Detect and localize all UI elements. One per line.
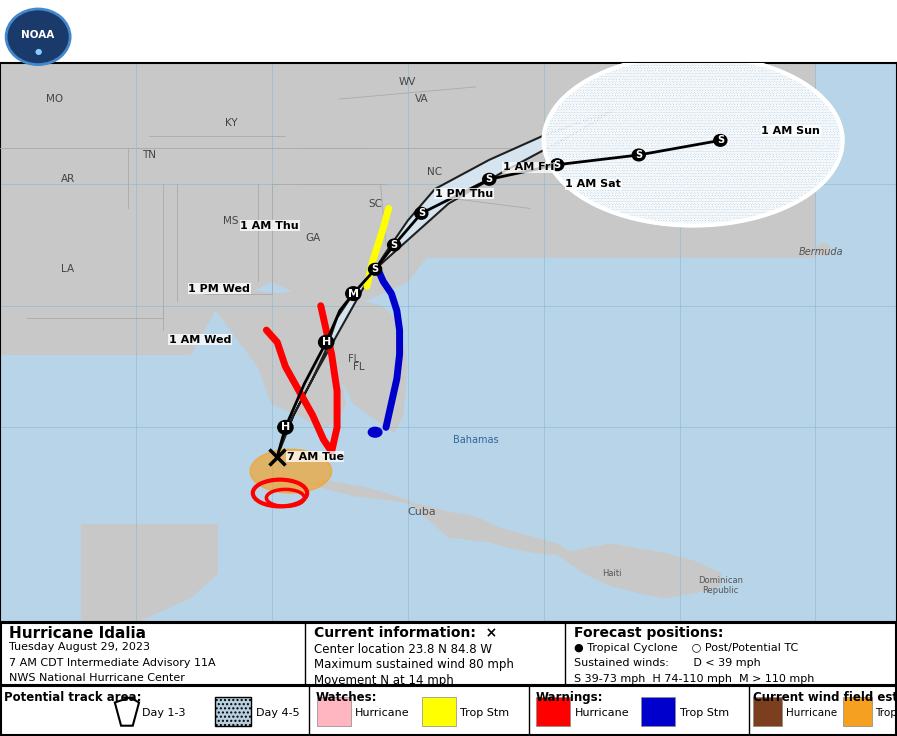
- Text: 7 AM CDT Intermediate Advisory 11A: 7 AM CDT Intermediate Advisory 11A: [9, 658, 215, 668]
- FancyBboxPatch shape: [215, 698, 251, 726]
- Text: ●: ●: [34, 47, 42, 56]
- Text: NWS: NWS: [843, 30, 870, 40]
- FancyBboxPatch shape: [843, 698, 872, 726]
- FancyBboxPatch shape: [641, 698, 675, 726]
- Text: 1 AM Sat: 1 AM Sat: [565, 179, 622, 189]
- Polygon shape: [82, 525, 217, 622]
- FancyBboxPatch shape: [753, 698, 782, 726]
- Text: Cuba: Cuba: [407, 508, 436, 517]
- Text: Sustained winds:       D < 39 mph: Sustained winds: D < 39 mph: [574, 659, 761, 668]
- Polygon shape: [115, 698, 139, 726]
- Text: AR: AR: [61, 174, 75, 184]
- Text: Dominican
Republic: Dominican Republic: [698, 576, 743, 595]
- Circle shape: [551, 159, 563, 171]
- Text: Movement N at 14 mph: Movement N at 14 mph: [314, 673, 454, 687]
- Polygon shape: [544, 55, 842, 225]
- Text: Day 4-5: Day 4-5: [256, 708, 300, 718]
- Text: Bermuda: Bermuda: [798, 247, 843, 258]
- Text: S: S: [390, 240, 397, 250]
- FancyBboxPatch shape: [1, 685, 896, 735]
- Polygon shape: [277, 111, 612, 456]
- Text: NC: NC: [427, 167, 442, 177]
- Text: Hurricane Idalia: Hurricane Idalia: [9, 626, 146, 641]
- Text: Haiti: Haiti: [602, 569, 622, 578]
- Text: S: S: [635, 150, 642, 160]
- Text: S: S: [371, 264, 379, 275]
- Text: FL: FL: [353, 361, 364, 372]
- Text: Center location 23.8 N 84.8 W: Center location 23.8 N 84.8 W: [314, 643, 492, 656]
- Text: S 39-73 mph  H 74-110 mph  M > 110 mph: S 39-73 mph H 74-110 mph M > 110 mph: [574, 673, 814, 684]
- Polygon shape: [204, 294, 345, 428]
- FancyBboxPatch shape: [536, 698, 570, 726]
- Text: NOAA: NOAA: [22, 30, 55, 40]
- Text: H: H: [321, 337, 331, 347]
- Text: 1 PM Wed: 1 PM Wed: [188, 284, 250, 294]
- Circle shape: [6, 9, 70, 65]
- Circle shape: [632, 149, 645, 160]
- FancyBboxPatch shape: [422, 698, 456, 726]
- Text: Current wind field estimate:: Current wind field estimate:: [753, 690, 897, 704]
- Circle shape: [483, 174, 496, 185]
- Text: Hurricane: Hurricane: [786, 708, 837, 718]
- Text: 1 AM Wed: 1 AM Wed: [169, 335, 231, 344]
- Circle shape: [345, 287, 361, 300]
- Circle shape: [318, 336, 334, 349]
- Text: WV: WV: [399, 77, 416, 87]
- Text: Maximum sustained wind 80 mph: Maximum sustained wind 80 mph: [314, 659, 514, 671]
- Text: Day 1-3: Day 1-3: [142, 708, 185, 718]
- Text: Hurricane: Hurricane: [575, 708, 630, 718]
- Text: KY: KY: [225, 118, 238, 128]
- Text: 1 AM Fri: 1 AM Fri: [503, 162, 554, 172]
- Text: 1 AM Thu: 1 AM Thu: [240, 221, 299, 230]
- Text: H: H: [281, 422, 290, 432]
- Text: M: M: [348, 289, 359, 299]
- Text: 7 AM Tue: 7 AM Tue: [287, 452, 344, 461]
- Text: S: S: [418, 208, 425, 219]
- Circle shape: [278, 420, 293, 434]
- Text: LA: LA: [61, 264, 74, 275]
- Text: 1 PM Thu: 1 PM Thu: [435, 189, 493, 199]
- Polygon shape: [0, 63, 815, 355]
- Text: Potential track area:: Potential track area:: [4, 690, 142, 704]
- Text: MS: MS: [223, 216, 239, 226]
- FancyBboxPatch shape: [1, 623, 896, 684]
- Text: Bahamas: Bahamas: [453, 434, 499, 445]
- Circle shape: [369, 263, 381, 275]
- Text: Note: The cone contains the probable path of the storm center but does not show
: Note: The cone contains the probable pat…: [139, 21, 753, 50]
- Text: Trop Stm: Trop Stm: [680, 708, 729, 718]
- Text: GA: GA: [305, 233, 320, 243]
- Text: NWS National Hurricane Center: NWS National Hurricane Center: [9, 673, 185, 683]
- Circle shape: [714, 135, 727, 146]
- Text: VA: VA: [414, 94, 428, 104]
- Text: Forecast positions:: Forecast positions:: [574, 626, 724, 640]
- Text: Watches:: Watches:: [316, 690, 378, 704]
- Text: TN: TN: [143, 150, 156, 160]
- Circle shape: [817, 244, 831, 256]
- Circle shape: [414, 208, 428, 219]
- Text: ● Tropical Cyclone    ○ Post/Potential TC: ● Tropical Cyclone ○ Post/Potential TC: [574, 643, 798, 653]
- Polygon shape: [204, 286, 406, 432]
- Text: SC: SC: [368, 199, 382, 208]
- Text: Current information:  ×: Current information: ×: [314, 626, 497, 640]
- Ellipse shape: [250, 449, 332, 493]
- Text: 1 AM Sun: 1 AM Sun: [761, 126, 820, 135]
- Text: MO: MO: [46, 94, 63, 104]
- Polygon shape: [272, 481, 570, 553]
- Ellipse shape: [369, 428, 382, 437]
- Polygon shape: [557, 544, 720, 598]
- Text: S: S: [553, 160, 561, 170]
- Text: FL: FL: [348, 354, 359, 364]
- Text: Warnings:: Warnings:: [536, 690, 603, 704]
- Text: Trop Stm: Trop Stm: [460, 708, 509, 718]
- Circle shape: [388, 239, 401, 251]
- Polygon shape: [0, 63, 815, 305]
- Text: S: S: [485, 174, 492, 184]
- Text: Tuesday August 29, 2023: Tuesday August 29, 2023: [9, 643, 150, 652]
- Text: Trop Stm: Trop Stm: [875, 708, 897, 718]
- Text: Hurricane: Hurricane: [355, 708, 410, 718]
- Text: S: S: [717, 135, 724, 146]
- FancyBboxPatch shape: [317, 698, 351, 726]
